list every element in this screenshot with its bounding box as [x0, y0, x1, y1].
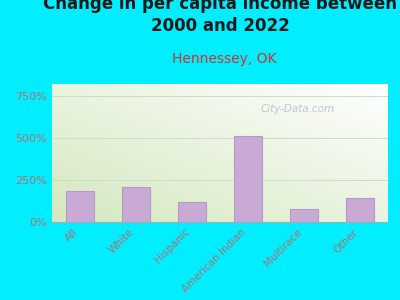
Bar — [178, 202, 206, 222]
Text: City-Data.com: City-Data.com — [260, 104, 334, 114]
Bar — [66, 191, 94, 222]
Text: Hennessey, OK: Hennessey, OK — [172, 52, 276, 67]
Title: Change in per capita income between
2000 and 2022: Change in per capita income between 2000… — [43, 0, 397, 35]
Bar — [234, 136, 262, 222]
Bar — [346, 198, 374, 222]
Bar — [290, 209, 318, 222]
Bar — [122, 187, 150, 222]
